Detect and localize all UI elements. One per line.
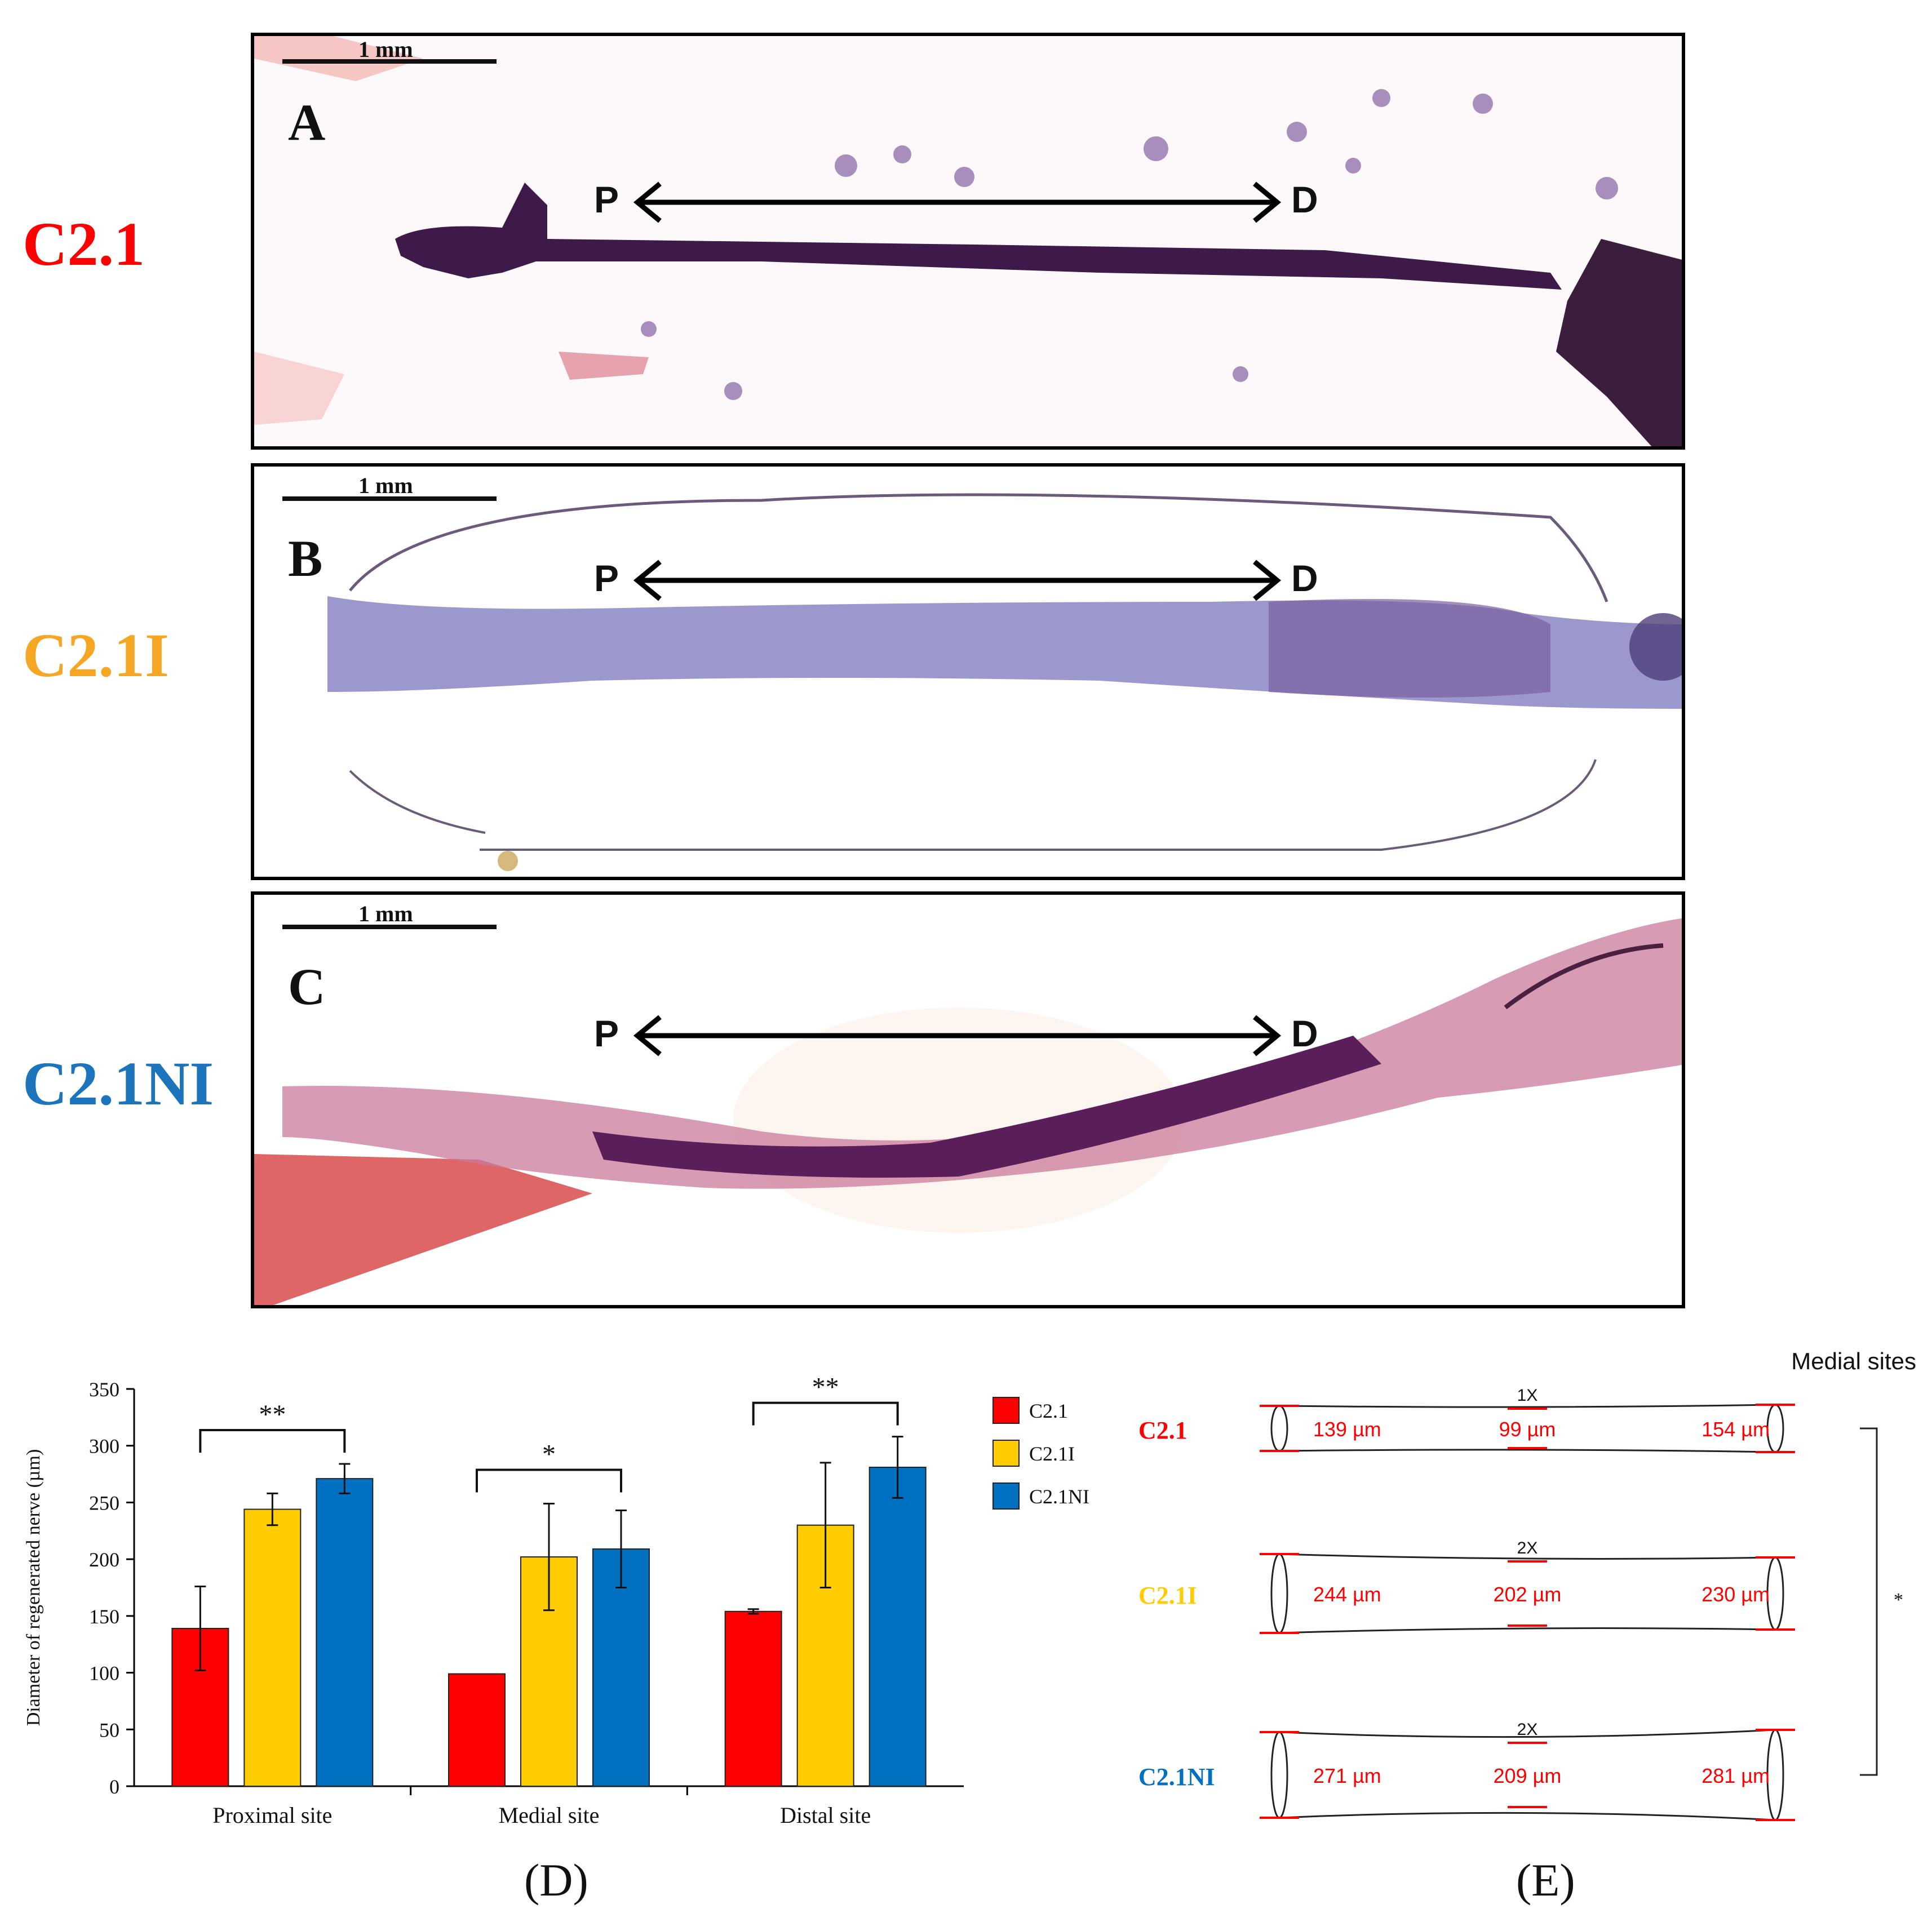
nerve-end-distal <box>1766 1404 1784 1453</box>
bar-chart-d: 0 50 100 150 200 250 300 350 Diameter of regener… <box>23 1373 1089 1828</box>
scale-factor-label: 1X <box>1517 1386 1538 1405</box>
y-tick-label: 200 <box>89 1548 119 1571</box>
nerve-end-proximal <box>1270 1405 1288 1452</box>
significance-bracket <box>752 1401 899 1426</box>
y-tick-label: 0 <box>109 1775 119 1798</box>
proximal-label-a: P <box>594 179 619 220</box>
micrograph-panel-c: 1 mm C P D <box>251 891 1685 1308</box>
scale-bar-c-label: 1 mm <box>358 901 413 926</box>
row-label-c21i: C2.1I <box>23 621 169 690</box>
legend-swatch <box>992 1440 1020 1467</box>
micrograph-c-image <box>254 895 1682 1305</box>
scale-bar-a-label: 1 mm <box>358 37 413 62</box>
legend-swatch <box>992 1397 1020 1424</box>
proximal-diameter: 271 µm <box>1313 1764 1381 1787</box>
distal-diameter: 281 µm <box>1701 1764 1770 1787</box>
nerve-diagram-e: Medial sites C2.1 1X 139 µm 99 µm 154 µm C2.1I… <box>1138 1348 1916 1821</box>
nerve-outline-bottom <box>1279 1449 1776 1453</box>
significance-bracket <box>476 1468 622 1493</box>
nerve-end-proximal <box>1270 1553 1288 1634</box>
nerve-end-distal <box>1766 1556 1784 1631</box>
scale-bar-a <box>282 59 497 64</box>
micrograph-a-image <box>254 36 1682 446</box>
nerve-outline-bottom <box>1279 1627 1776 1634</box>
row-label-c21ni: C2.1NI <box>23 1049 214 1118</box>
diagram-row-label: C2.1NI <box>1138 1763 1215 1791</box>
nerve-outline-top <box>1279 1553 1776 1560</box>
scale-bar-b-label: 1 mm <box>358 473 413 498</box>
row-label-c21: C2.1 <box>23 210 145 278</box>
y-tick-label: 50 <box>99 1719 119 1741</box>
panel-letter-b: B <box>288 530 323 587</box>
medial-diameter: 99 µm <box>1499 1418 1556 1441</box>
significance-marker: ** <box>259 1400 286 1430</box>
scale-bar-c <box>282 925 497 929</box>
caption-e: (E) <box>1516 1854 1575 1906</box>
nerve-outline-top <box>1279 1404 1776 1408</box>
nerve-outline-bottom <box>1279 1812 1776 1821</box>
proximal-label-c: P <box>594 1013 619 1054</box>
significance-marker: * <box>1894 1590 1903 1610</box>
legend-label: C2.1NI <box>1029 1485 1089 1508</box>
bar-c21ni <box>316 1478 374 1787</box>
significance-bracket <box>199 1428 346 1453</box>
y-tick-label: 150 <box>89 1605 119 1628</box>
panel-letter-a: A <box>288 94 326 151</box>
distal-label-b: D <box>1291 557 1318 599</box>
caption-d: (D) <box>524 1854 588 1906</box>
y-tick-label: 300 <box>89 1435 119 1458</box>
distal-diameter: 154 µm <box>1701 1418 1770 1441</box>
scale-bar-b <box>282 496 497 501</box>
medial-diameter: 202 µm <box>1494 1583 1562 1606</box>
micrograph-panel-a: 1 mm A P D <box>251 33 1685 450</box>
bar-c21 <box>448 1673 506 1787</box>
y-tick-label: 100 <box>89 1662 119 1685</box>
diagram-row-label: C2.1I <box>1138 1582 1197 1609</box>
panel-letter-c: C <box>288 958 326 1015</box>
pd-arrow-a <box>633 181 1282 223</box>
distal-label-a: D <box>1291 179 1318 220</box>
nerve-outline-top <box>1279 1729 1776 1738</box>
x-tick-label: Distal site <box>780 1803 871 1828</box>
nerve-end-distal <box>1766 1729 1784 1821</box>
micrograph-panel-b: 1 mm B P D <box>251 463 1685 880</box>
bar-c21ni <box>868 1466 927 1787</box>
micrograph-b-image <box>254 467 1682 877</box>
medial-diameter: 209 µm <box>1494 1764 1562 1787</box>
y-tick-label: 350 <box>89 1378 119 1401</box>
proximal-label-b: P <box>594 557 619 599</box>
bar-c21i <box>243 1508 302 1787</box>
pd-arrow-c <box>633 1015 1282 1057</box>
proximal-diameter: 139 µm <box>1313 1418 1381 1441</box>
nerve-end-proximal <box>1270 1731 1288 1819</box>
scale-factor-label: 2X <box>1517 1539 1538 1557</box>
diagram-row-label: C2.1 <box>1138 1417 1187 1444</box>
y-axis-label: Diameter of regenerated nerve (µm) <box>23 1449 44 1726</box>
significance-marker: * <box>542 1439 556 1469</box>
diagram-title: Medial sites <box>1791 1348 1916 1374</box>
pd-arrow-b <box>633 560 1282 601</box>
proximal-diameter: 244 µm <box>1313 1583 1381 1606</box>
legend-label: C2.1 <box>1029 1400 1068 1422</box>
y-tick-label: 250 <box>89 1492 119 1514</box>
x-tick-label: Medial site <box>499 1803 600 1828</box>
significance-marker: ** <box>812 1373 839 1402</box>
significance-bracket <box>1860 1427 1878 1776</box>
x-tick-label: Proximal site <box>212 1803 332 1828</box>
distal-label-c: D <box>1291 1013 1318 1054</box>
legend-label: C2.1I <box>1029 1442 1075 1465</box>
distal-diameter: 230 µm <box>1701 1583 1770 1606</box>
legend-swatch <box>992 1482 1020 1510</box>
bar-c21 <box>724 1610 782 1787</box>
scale-factor-label: 2X <box>1517 1720 1538 1739</box>
